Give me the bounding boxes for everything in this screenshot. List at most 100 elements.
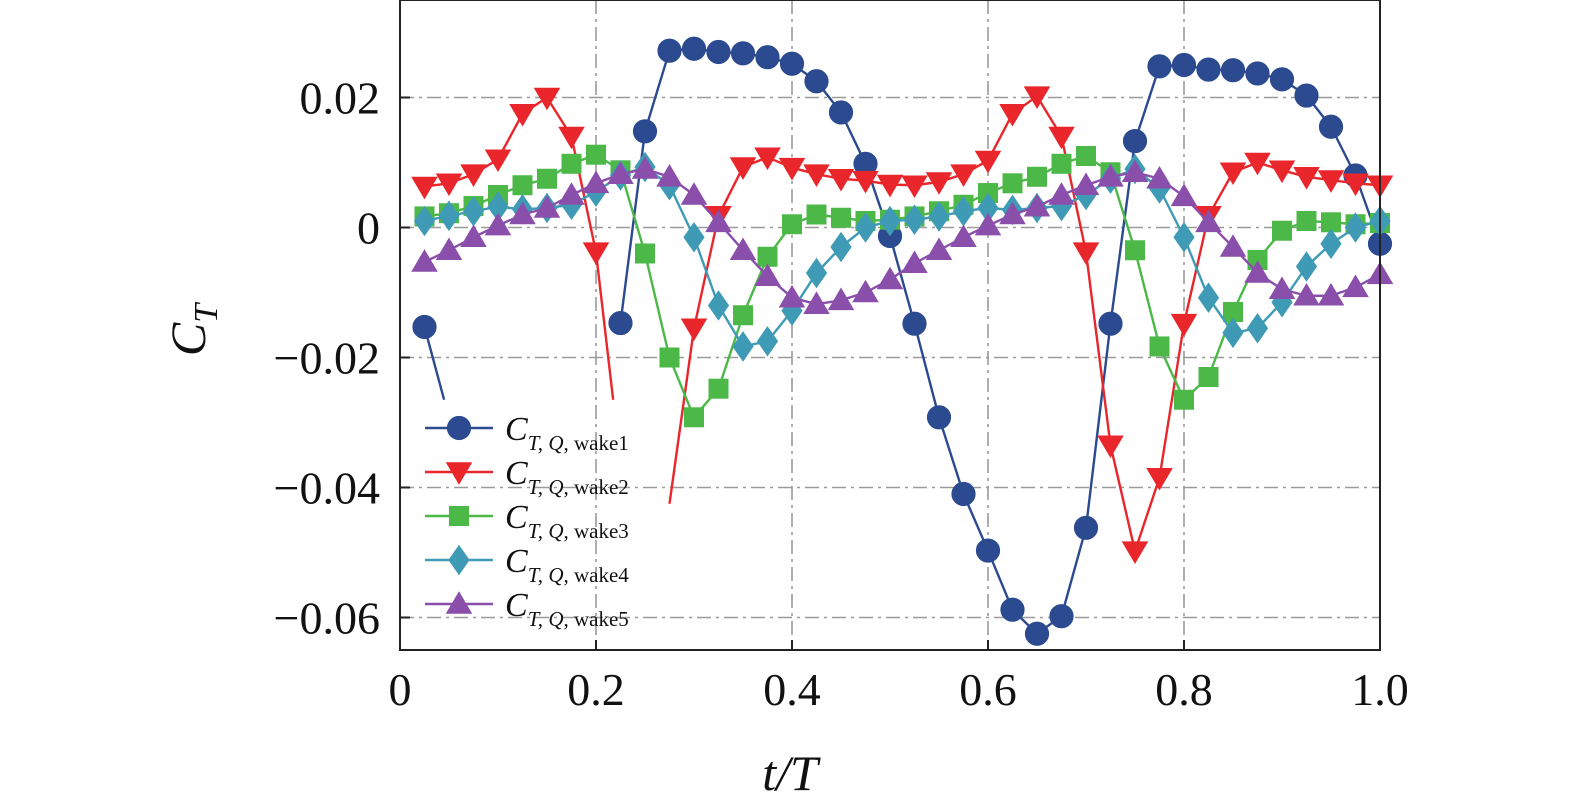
- data-point: [1027, 166, 1047, 187]
- data-point: [925, 172, 953, 195]
- data-point: [803, 291, 830, 314]
- legend-label: CT, Q, wake4: [505, 543, 629, 587]
- data-point: [631, 156, 659, 179]
- data-point: [1174, 389, 1194, 410]
- data-point: [975, 538, 1001, 563]
- data-point: [831, 207, 851, 228]
- data-point: [435, 173, 463, 197]
- data-point: [876, 174, 904, 198]
- data-point: [1220, 58, 1246, 83]
- legend-marker: [445, 591, 473, 614]
- series-2: [411, 86, 1394, 564]
- svg-text:CT: CT: [160, 302, 225, 356]
- data-point: [1219, 162, 1247, 186]
- series-3: [414, 144, 1390, 428]
- data-point: [782, 214, 802, 235]
- series-line-segment: [594, 252, 615, 400]
- data-point: [1296, 211, 1317, 231]
- data-point: [1196, 57, 1221, 82]
- series-line-segment: [913, 323, 941, 418]
- axis-ticks: [399, 96, 1381, 650]
- series-line-segment: [1133, 249, 1161, 347]
- x-tick-label: 0.4: [763, 664, 821, 715]
- data-point: [805, 257, 828, 289]
- legend-marker: [446, 415, 472, 441]
- data-point: [779, 51, 805, 76]
- data-point: [438, 200, 460, 232]
- data-point: [558, 182, 585, 205]
- data-point: [1173, 221, 1195, 253]
- data-point: [707, 290, 730, 321]
- data-point: [1244, 260, 1271, 283]
- data-point: [1317, 282, 1345, 306]
- legend-entry-2: CT, Q, wake2: [425, 455, 629, 499]
- data-point: [1245, 61, 1270, 86]
- series-line-segment: [643, 253, 671, 358]
- data-point: [632, 119, 658, 144]
- legend-marker: [445, 462, 473, 485]
- data-point: [828, 100, 854, 125]
- data-point: [902, 311, 927, 336]
- data-point: [830, 231, 852, 263]
- data-point: [1048, 182, 1075, 205]
- data-point: [876, 266, 904, 290]
- series-5: [411, 156, 1394, 314]
- data-point: [1268, 276, 1296, 300]
- data-point: [582, 170, 610, 194]
- data-point: [974, 212, 1002, 236]
- data-point: [412, 314, 437, 340]
- data-point: [928, 201, 950, 232]
- data-point: [680, 318, 708, 342]
- data-point: [950, 224, 977, 248]
- data-point: [1272, 220, 1292, 241]
- x-tick-label: 1.0: [1351, 664, 1409, 715]
- data-point: [681, 36, 707, 61]
- data-point: [950, 164, 977, 187]
- data-point: [1048, 126, 1075, 150]
- data-point: [1147, 54, 1172, 79]
- data-point: [1146, 165, 1173, 189]
- data-point: [903, 204, 926, 235]
- data-point: [1269, 67, 1295, 92]
- data-point: [1344, 212, 1367, 243]
- data-point: [1293, 282, 1320, 306]
- data-point: [1023, 193, 1051, 217]
- data-point: [778, 157, 806, 181]
- data-point: [413, 205, 436, 237]
- data-point: [1076, 146, 1096, 166]
- data-point: [1125, 240, 1145, 261]
- data-point: [1000, 597, 1025, 622]
- series-line-segment: [423, 326, 446, 401]
- data-point: [680, 182, 708, 205]
- data-point: [827, 287, 855, 311]
- data-point: [708, 378, 729, 399]
- data-point: [509, 201, 536, 225]
- legend-marker: [448, 544, 470, 576]
- data-point: [656, 164, 683, 187]
- data-point: [999, 103, 1026, 127]
- data-point: [608, 310, 633, 336]
- series-line-segment: [717, 314, 745, 390]
- series-layer: [411, 36, 1394, 646]
- data-point: [1023, 86, 1051, 109]
- data-point: [852, 279, 879, 303]
- data-point: [1268, 160, 1296, 184]
- data-point: [806, 204, 827, 225]
- series-1: [412, 36, 1393, 646]
- data-point: [757, 246, 778, 267]
- series-line-segment: [1133, 477, 1161, 552]
- data-point: [925, 237, 953, 261]
- data-point: [1171, 52, 1197, 78]
- series-line-segment: [937, 416, 965, 495]
- data-point: [484, 149, 512, 173]
- data-point: [1072, 242, 1100, 265]
- data-point: [1342, 173, 1369, 197]
- data-point: [659, 347, 680, 368]
- series-line-segment: [1109, 444, 1137, 552]
- data-point: [733, 305, 753, 326]
- data-point: [1024, 621, 1050, 646]
- data-point: [778, 284, 806, 308]
- data-point: [951, 481, 976, 507]
